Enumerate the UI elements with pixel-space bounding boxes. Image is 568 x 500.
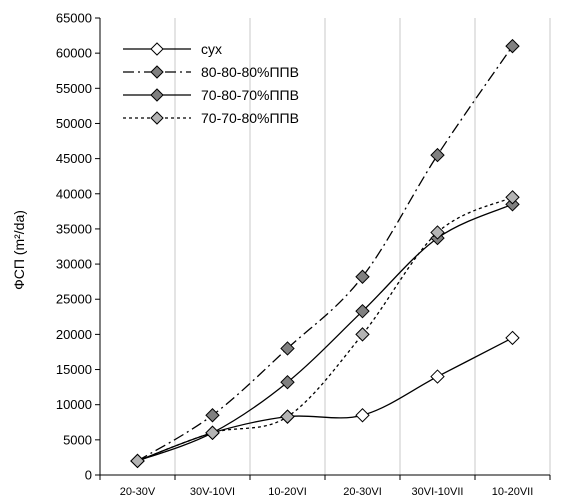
legend-marker bbox=[150, 88, 164, 102]
y-tick-label: 55000 bbox=[56, 81, 92, 96]
data-point-marker bbox=[505, 190, 520, 205]
data-point-marker bbox=[280, 341, 295, 356]
data-point-marker bbox=[280, 374, 295, 390]
x-tick-label: 10-20VII bbox=[492, 486, 534, 498]
legend-entry: 80-80-80%ППВ bbox=[123, 64, 299, 80]
series-4 bbox=[130, 190, 520, 469]
y-tick-label: 0 bbox=[85, 468, 92, 483]
legend: сух 80-80-80%ППВ 70-80-70%ППВ 70-70-80%ППВ bbox=[123, 41, 299, 126]
axes bbox=[95, 17, 551, 480]
legend-marker bbox=[150, 111, 164, 125]
x-tick-label: 20-30VI bbox=[343, 486, 382, 498]
data-point-marker bbox=[430, 369, 445, 384]
legend-label: 70-80-70%ППВ bbox=[201, 87, 299, 103]
y-tick-label: 5000 bbox=[63, 432, 92, 447]
y-tick-label: 20000 bbox=[56, 327, 92, 342]
data-point-marker bbox=[280, 409, 295, 424]
legend-label: сух bbox=[201, 41, 222, 57]
y-tick-label: 25000 bbox=[56, 292, 92, 307]
legend-marker bbox=[150, 42, 164, 56]
data-point-marker bbox=[430, 147, 445, 163]
y-tick-label: 10000 bbox=[56, 397, 92, 412]
x-tick-label: 30V-10VI bbox=[190, 486, 235, 498]
data-point-marker bbox=[355, 327, 370, 342]
y-tick-label: 30000 bbox=[56, 257, 92, 272]
y-tick-label: 50000 bbox=[56, 116, 92, 131]
x-tick-label: 30VI-10VII bbox=[412, 486, 464, 498]
y-tick-labels: 0 5000 10000 15000 20000 25000 30000 35000 40000… bbox=[56, 11, 92, 483]
legend-entry: 70-70-80%ППВ bbox=[123, 110, 299, 126]
grid bbox=[174, 18, 551, 475]
data-point-marker bbox=[505, 330, 520, 346]
x-tick-labels: 20-30V 30V-10VI 10-20VI 20-30VI 30VI-10VII 10… bbox=[120, 486, 534, 498]
series bbox=[130, 38, 520, 469]
legend-entry: сух bbox=[123, 41, 222, 57]
legend-marker bbox=[150, 65, 164, 79]
data-point-marker bbox=[205, 408, 220, 423]
data-point-marker bbox=[130, 453, 145, 469]
legend-entry: 70-80-70%ППВ bbox=[123, 87, 299, 103]
x-tick-label: 20-30V bbox=[120, 486, 156, 498]
legend-label: 70-70-80%ППВ bbox=[201, 110, 299, 126]
data-point-marker bbox=[355, 269, 370, 284]
data-point-marker bbox=[355, 303, 370, 319]
y-axis-label: ФСП (m²/da) bbox=[11, 210, 27, 290]
data-point-marker bbox=[505, 38, 520, 54]
legend-label: 80-80-80%ППВ bbox=[201, 64, 299, 80]
y-tick-label: 65000 bbox=[56, 11, 92, 26]
y-tick-label: 60000 bbox=[56, 46, 92, 61]
x-tick-label: 10-20VI bbox=[268, 486, 307, 498]
y-tick-label: 40000 bbox=[56, 186, 92, 201]
y-tick-label: 15000 bbox=[56, 362, 92, 377]
y-tick-label: 35000 bbox=[56, 221, 92, 236]
data-point-marker bbox=[430, 225, 445, 240]
data-point-marker bbox=[205, 425, 220, 441]
data-point-marker bbox=[355, 408, 370, 423]
y-tick-label: 45000 bbox=[56, 151, 92, 166]
